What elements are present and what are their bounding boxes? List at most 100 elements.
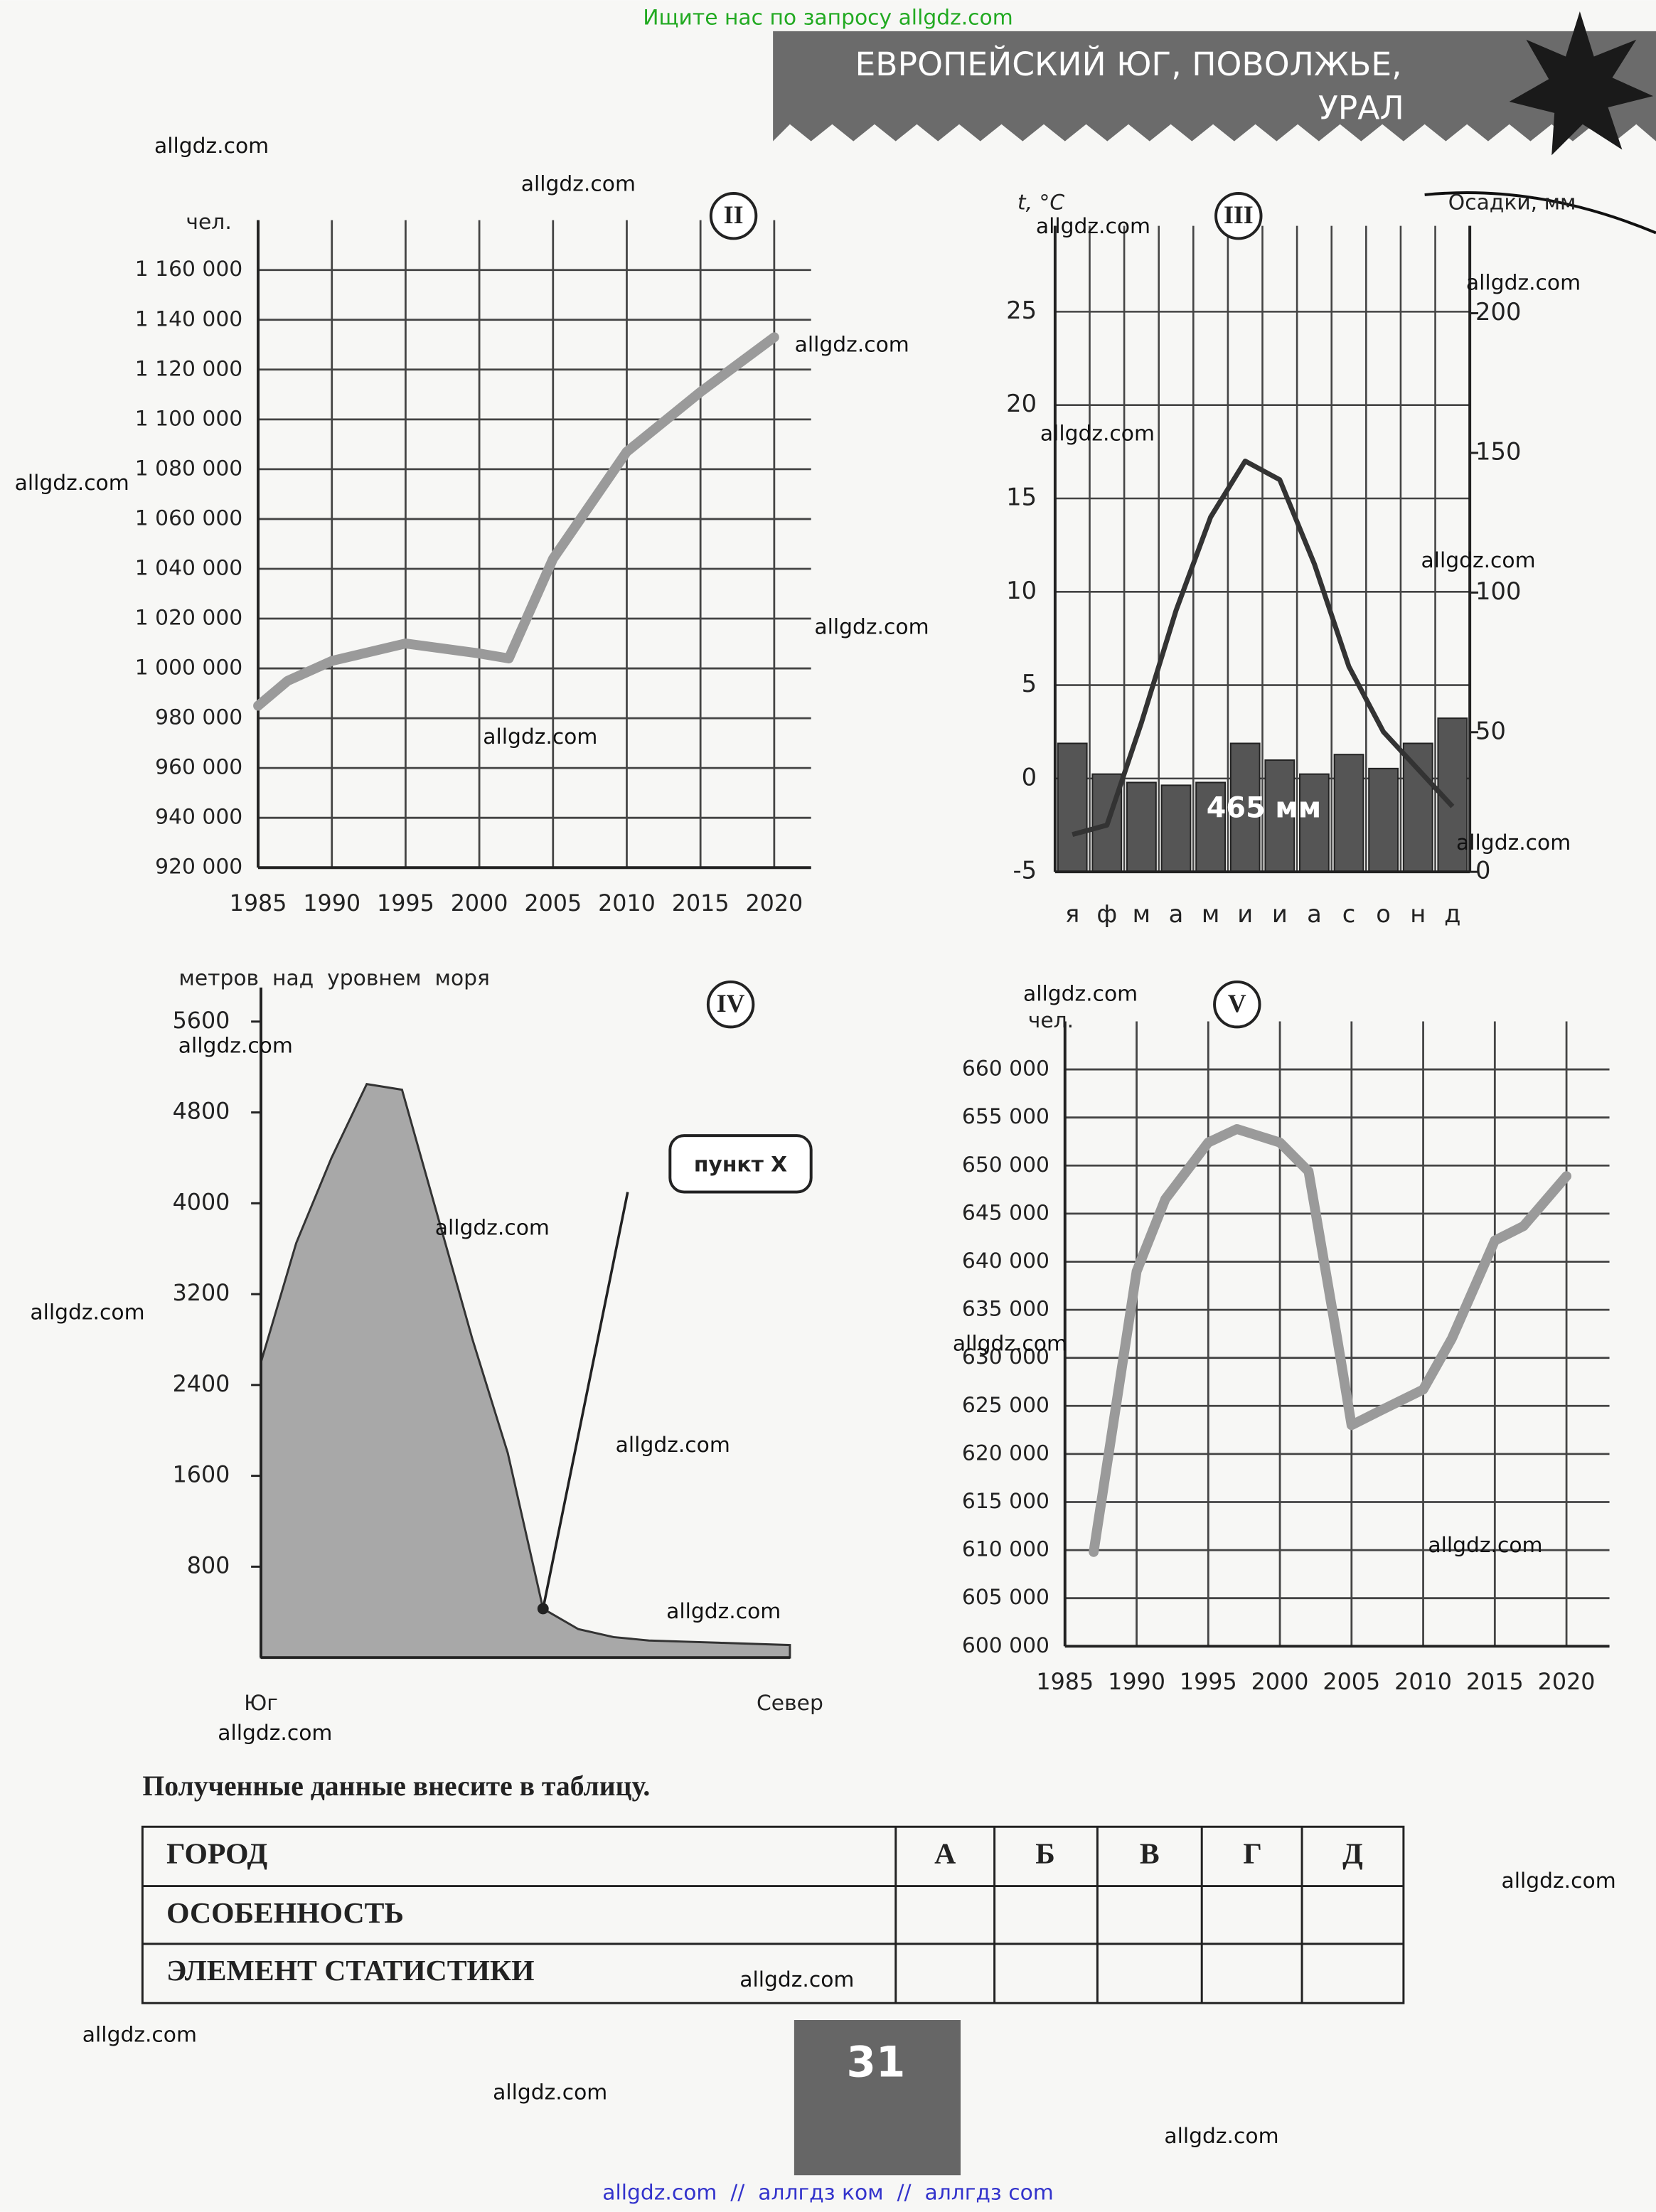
panel-label: III	[1224, 201, 1254, 229]
y-tick-label: 1 080 000	[135, 456, 242, 481]
x-tick-label: 1985	[1036, 1669, 1094, 1695]
panel-badge	[709, 191, 758, 240]
y-tick-label: 940 000	[155, 805, 242, 830]
x-tick-label: 1990	[303, 891, 360, 917]
x-tick-label: 2020	[1538, 1669, 1596, 1695]
y-tick-label: 660 000	[962, 1057, 1049, 1081]
y-tick-label: 610 000	[962, 1537, 1049, 1562]
precipitation-bar	[1402, 742, 1433, 873]
precipitation-bar	[1126, 781, 1157, 873]
panel-label: V	[1228, 989, 1246, 1017]
y-tick-label: 1 000 000	[135, 656, 242, 680]
watermark: allgdz.com	[1502, 1869, 1616, 1893]
y-tick-label: 615 000	[962, 1489, 1049, 1514]
y-tick-label: 650 000	[962, 1153, 1049, 1177]
x-tick-label: 2010	[1394, 1669, 1452, 1695]
watermark: allgdz.com	[1466, 270, 1581, 295]
column-header: В	[1140, 1837, 1160, 1870]
top-banner: Ищите нас по запросу allgdz.com	[643, 5, 1013, 30]
watermark: allgdz.com	[666, 1599, 781, 1624]
data-line	[1089, 1123, 1572, 1557]
header-star	[1509, 11, 1654, 156]
y-tick-label: 605 000	[962, 1585, 1049, 1610]
header-band	[773, 31, 1656, 141]
charts: 920 000 940 000 960 000 980 000 1 000 000 1 0…	[135, 190, 1610, 1716]
y-tick-label: 1 100 000	[135, 406, 242, 431]
y-tick-label: 600 000	[962, 1633, 1049, 1658]
callout-box	[668, 1134, 813, 1194]
y-tick-label: 960 000	[155, 755, 242, 780]
x-tick-label: о	[1376, 900, 1391, 928]
x-tick-label: 2015	[672, 891, 730, 917]
watermark: allgdz.com	[178, 1034, 293, 1059]
y-tick-label: 25	[1006, 296, 1037, 324]
panel-label: IV	[717, 989, 745, 1017]
panel-label: II	[724, 201, 744, 229]
watermark: allgdz.com	[1421, 548, 1535, 573]
precipitation-bar	[1264, 759, 1296, 873]
watermark: allgdz.com	[739, 1967, 854, 1992]
x-tick-label: 2010	[598, 891, 656, 917]
watermark: allgdz.com	[483, 725, 597, 749]
x-tick-label: 1985	[230, 891, 287, 917]
y-tick-label: 630 000	[962, 1345, 1049, 1369]
panel-badge	[706, 980, 755, 1029]
precipitation-bar	[1368, 767, 1399, 873]
x-tick-label: а	[1307, 900, 1322, 928]
footer: allgdz.com // аллгдз ком // аллгдз com	[602, 2181, 1054, 2206]
x-tick-label: 2000	[1251, 1669, 1309, 1695]
watermark: allgdz.com	[218, 1721, 332, 1746]
y2-axis-title: Осадки, мм	[1448, 190, 1576, 215]
row-header: ОСОБЕННОСТЬ	[166, 1897, 404, 1930]
y-axis-title: чел.	[1028, 1008, 1074, 1033]
x-tick-label: и	[1237, 900, 1253, 928]
x-tick-label: 2020	[745, 891, 803, 917]
watermark: allgdz.com	[814, 614, 929, 639]
data-line	[253, 332, 779, 711]
x-tick-label: м	[1202, 900, 1219, 928]
y-tick-label: 1 040 000	[135, 555, 242, 580]
y-tick-label: 920 000	[155, 855, 242, 880]
watermark: allgdz.com	[15, 471, 129, 496]
y-tick-label: 5	[1022, 670, 1037, 698]
y-tick-label: 2400	[173, 1372, 230, 1397]
callout-point	[537, 1603, 549, 1615]
watermarks: allgdz.com allgdz.com allgdz.com allgdz.com…	[15, 134, 1616, 2149]
watermark: allgdz.com	[521, 172, 636, 197]
watermark: allgdz.com	[493, 2080, 607, 2105]
y-axis-title: t, °C	[1017, 190, 1064, 215]
y-tick-label: 4000	[173, 1190, 230, 1215]
y-tick-label: 15	[1006, 483, 1037, 511]
y2-tick-label: 100	[1475, 577, 1521, 605]
row-header: ЭЛЕМЕНТ СТАТИСТИКИ	[166, 1955, 534, 1987]
x-tick-label: н	[1410, 900, 1426, 928]
x-tick-label: 1995	[1180, 1669, 1237, 1695]
y-axis-title: метров над уровнем моря	[178, 966, 490, 990]
y-tick-label: 1 120 000	[135, 356, 242, 381]
page-number: 31	[847, 2039, 906, 2088]
x-tick-label: 2000	[451, 891, 508, 917]
y-tick-label: 3200	[173, 1281, 230, 1306]
y-tick-label: 640 000	[962, 1249, 1049, 1273]
y2-tick-label: 0	[1475, 857, 1490, 885]
y-tick-label: -5	[1013, 857, 1037, 885]
y-tick-label: 1 140 000	[135, 306, 242, 331]
x-tick-label: 2005	[524, 891, 582, 917]
column-header: Д	[1342, 1837, 1363, 1870]
watermark: allgdz.com	[616, 1433, 730, 1458]
y-tick-label: 635 000	[962, 1297, 1049, 1322]
watermark: allgdz.com	[82, 2022, 197, 2047]
y-tick-label: 800	[187, 1553, 230, 1578]
watermark: allgdz.com	[795, 333, 909, 358]
watermark: allgdz.com	[1428, 1533, 1542, 1558]
x-tick-label: и	[1272, 900, 1288, 928]
answer-table: ГОРОД А Б В Г Д ОСОБЕННОСТЬ ЭЛЕМЕНТ СТАТИСТИКИ	[141, 1825, 1405, 2004]
x-tick-label: м	[1133, 900, 1150, 928]
y2-tick-label: 150	[1475, 437, 1521, 465]
column-header: А	[934, 1837, 956, 1870]
y-tick-label: 645 000	[962, 1200, 1049, 1225]
watermark: allgdz.com	[1040, 422, 1155, 447]
y-tick-label: 655 000	[962, 1104, 1049, 1129]
